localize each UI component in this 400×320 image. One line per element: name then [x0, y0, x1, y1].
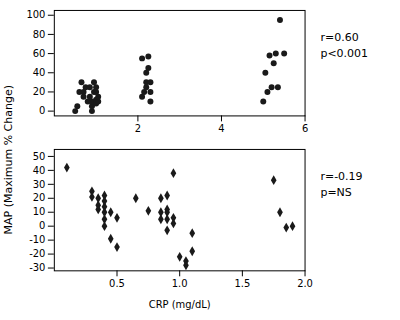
svg-text:6: 6: [302, 123, 308, 134]
html-text:MAP (Maximum % Change): MAP (Maximum % Change): [2, 85, 16, 235]
svg-text:0: 0: [39, 221, 45, 232]
svg-text:4: 4: [218, 123, 224, 134]
svg-text:40: 40: [33, 67, 46, 78]
svg-text:2: 2: [135, 123, 141, 134]
html-text:r=0.60: r=0.60: [320, 31, 359, 44]
svg-text:40: 40: [33, 165, 46, 176]
svg-text:60: 60: [33, 48, 46, 59]
html-text:p<0.001: p<0.001: [320, 47, 369, 60]
svg-text:20: 20: [33, 193, 46, 204]
html-text:p=NS: p=NS: [320, 186, 352, 200]
svg-text:30: 30: [33, 179, 46, 190]
svg-text:0: 0: [39, 105, 45, 116]
svg-text:2.0: 2.0: [297, 278, 313, 289]
svg-text:CRP (mg/dL): CRP (mg/dL): [149, 299, 211, 310]
svg-text:-30: -30: [29, 263, 45, 274]
svg-text:-10: -10: [29, 235, 45, 246]
svg-text:10: 10: [33, 207, 46, 218]
svg-text:1.5: 1.5: [234, 278, 250, 289]
svg-text:100: 100: [26, 9, 45, 20]
svg-text:20: 20: [33, 86, 46, 97]
svg-text:1.0: 1.0: [172, 278, 188, 289]
svg-text:50: 50: [33, 151, 46, 162]
svg-text:0.5: 0.5: [109, 278, 125, 289]
svg-text:80: 80: [33, 29, 46, 40]
html-text:r=-0.19: r=-0.19: [320, 170, 363, 184]
svg-text:-20: -20: [29, 249, 45, 260]
